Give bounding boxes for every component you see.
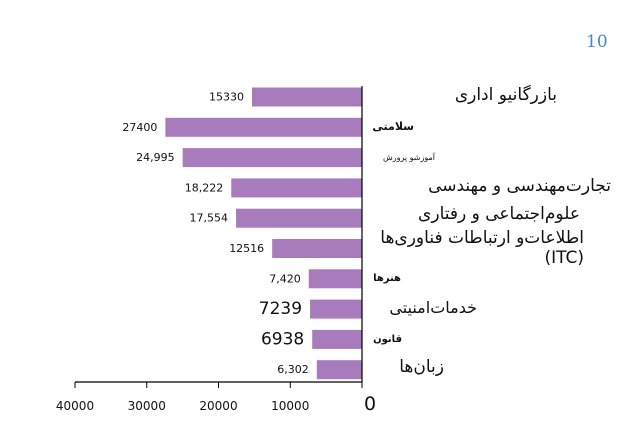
category-label-5: علوم‌اجتماعی و رفتاری (418, 204, 580, 224)
bar-2 (165, 117, 362, 137)
bars-group (165, 87, 362, 380)
bar-1 (252, 87, 362, 107)
x-tick-label-5: 0 (364, 393, 376, 415)
category-label-2: سلامتی (372, 120, 414, 133)
value-label-1: 15330 (209, 91, 244, 104)
bar-5 (236, 208, 362, 228)
value-label-5: 17,554 (190, 212, 229, 225)
category-label-10: زبان‌ها (399, 357, 444, 377)
x-tick-label-1: 40000 (56, 399, 94, 413)
value-label-7: 7,420 (269, 272, 301, 285)
category-label-1: بازرگانیو اداری (454, 85, 557, 105)
category-label-9: قانون (373, 334, 402, 345)
value-label-8: 7239 (259, 299, 302, 319)
bar-10 (316, 360, 362, 380)
bar-6 (272, 239, 362, 258)
category-label-6-text: اطلاعات‌و ارتباطات فناوری‌ها (ITC) (380, 228, 584, 268)
value-label-3: 24,995 (136, 151, 175, 164)
bar-9 (312, 329, 362, 349)
value-label-6: 12516 (229, 242, 264, 255)
category-label-6: اطلاعات‌و ارتباطات فناوری‌ها (ITC) (354, 228, 584, 268)
bar-3 (182, 148, 362, 168)
category-label-3: آموزشو پرورش (382, 153, 435, 162)
category-label-4: تجارت‌مهندسی و مهندسی (428, 176, 611, 196)
page-number: 10 (586, 32, 608, 52)
x-tick-label-3: 20000 (199, 399, 237, 413)
value-label-2: 27400 (122, 121, 157, 134)
category-label-8: خدمات‌امنیتی (389, 298, 477, 317)
value-label-4: 18,222 (185, 181, 224, 194)
x-axis: 40000 30000 20000 10000 0 (56, 381, 376, 415)
value-label-9: 6938 (261, 329, 304, 349)
value-labels-group: 15330 27400 24,995 18,222 17,554 12516 7,420 72… (122, 91, 308, 377)
x-tick-label-4: 10000 (271, 399, 309, 413)
value-label-10: 6,302 (277, 363, 309, 376)
bar-7 (308, 269, 362, 289)
category-label-7: هنرها (373, 273, 401, 284)
bar-8 (310, 299, 362, 319)
x-tick-label-2: 30000 (128, 399, 166, 413)
bar-4 (231, 178, 362, 198)
